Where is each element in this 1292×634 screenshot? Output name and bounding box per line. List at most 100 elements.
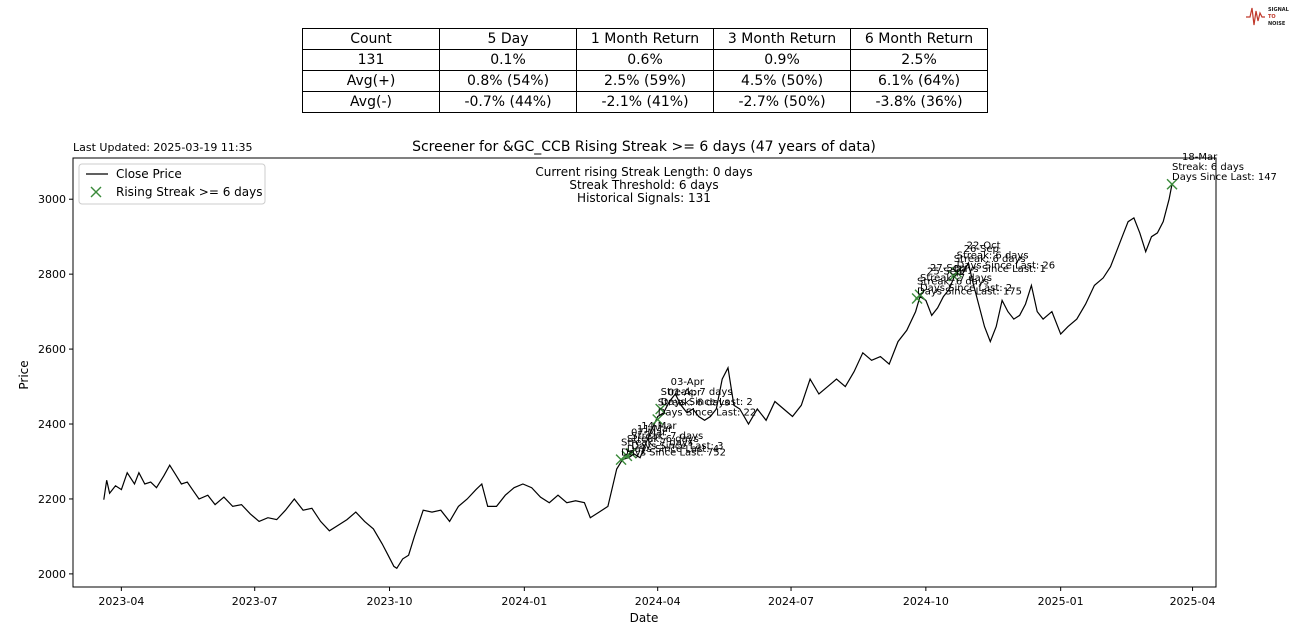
annotation-line: 26-Sep (964, 244, 999, 255)
signal-marker (652, 414, 664, 426)
info-line: Current rising Streak Length: 0 days (535, 165, 752, 179)
stats-cell: -3.8% (36%) (850, 91, 988, 113)
legend-marker-swatch (90, 186, 102, 198)
signal-marker-stroke (625, 447, 637, 459)
close-price-line (103, 184, 1173, 570)
annotation-line: 27-Sep (930, 263, 965, 274)
legend: Close Price Rising Streak >= 6 days (78, 163, 266, 205)
annotation-line: Streak: 6 days (957, 250, 1029, 261)
annotation-line: Days Since Last: 4 (627, 444, 719, 455)
y-axis: 2000 2200 2400 2600 2800 3000 (38, 193, 73, 581)
annotation-line: Days Since Last: 2 (661, 397, 753, 408)
y-axis-label: Price (17, 360, 31, 389)
y-tick-label: 2600 (38, 343, 66, 356)
annotation-line: Streak: 6 days (627, 434, 699, 445)
y-tick-label: 2200 (38, 493, 66, 506)
annotation-line: Days Since Last: 752 (621, 448, 726, 459)
stats-row: Avg(+) 0.8% (54%) 2.5% (59%) 4.5% (50%) 6.1%… (302, 70, 988, 92)
annotation-line: 14-Mar (641, 421, 677, 432)
svg-text:SIGNAL: SIGNAL (1268, 7, 1290, 13)
x-tick-label: 2024-07 (768, 595, 814, 608)
stats-table: Count 5 Day 1 Month Return 3 Month Return 6 … (302, 28, 988, 113)
stats-cell: -2.1% (41%) (576, 91, 714, 113)
x-tick-label: 2025-04 (1170, 595, 1216, 608)
y-tick-label: 2400 (38, 418, 66, 431)
signal-marker (615, 454, 627, 466)
annotation-line: 25-Sep (927, 267, 962, 278)
annotation-line: Streak: 7 days (631, 431, 703, 442)
info-line: Streak Threshold: 6 days (569, 178, 718, 192)
annotation-line: Streak: 7 days (621, 438, 693, 449)
legend-box (78, 163, 266, 205)
legend-entry-rising-streak: Rising Streak >= 6 days (116, 185, 262, 199)
stats-cell: 6.1% (64%) (850, 70, 988, 92)
signal-marker-stroke (652, 414, 664, 426)
signal-marker (1166, 178, 1178, 190)
annotation-line: Days Since Last: 3 (631, 441, 723, 452)
annotation-line: Days Since Last: 175 (917, 287, 1022, 298)
stats-cell: -0.7% (44%) (439, 91, 577, 113)
annotation-line: Days Since Last: 147 (1172, 172, 1277, 183)
x-tick-label: 2024-01 (501, 595, 547, 608)
annotation-line: Days Since Last: 2 (920, 283, 1012, 294)
x-tick-label: 2023-10 (367, 595, 413, 608)
annotation-line: Days Since Last: 22 (658, 408, 757, 419)
chart-title: Screener for &GC_CCB Rising Streak >= 6 … (412, 139, 876, 155)
info-box: Current rising Streak Length: 0 daysStre… (535, 165, 752, 205)
annotation-line: 22-Oct (967, 240, 1001, 251)
signal-marker-stroke (655, 403, 667, 415)
annotation-line: 18-Mar (1182, 152, 1218, 163)
signal-marker (625, 447, 637, 459)
svg-text:NOISE: NOISE (1268, 21, 1286, 27)
x-tick-label: 2024-10 (903, 595, 949, 608)
stats-header-cell: 6 Month Return (850, 28, 988, 50)
y-tick-label: 2000 (38, 568, 66, 581)
stats-row: Avg(-) -0.7% (44%) -2.1% (41%) -2.7% (50%) -… (302, 91, 988, 113)
x-axis-label: Date (630, 611, 659, 625)
signal-marker-stroke (615, 454, 627, 466)
annotation-line: 11-Mar (637, 424, 673, 435)
svg-text:TO: TO (1268, 14, 1276, 20)
stats-cell: Avg(-) (302, 91, 440, 113)
x-tick-label: 2024-04 (635, 595, 681, 608)
signal-marker (951, 266, 963, 278)
annotation-line: 03-Apr (671, 377, 705, 388)
annotation-line: 07-Mar (631, 428, 667, 439)
annotation-line: Streak: 6 days (954, 254, 1026, 265)
annotation-line: Streak: 6 days (1172, 162, 1244, 173)
series-layer (103, 178, 1178, 570)
stats-cell: -2.7% (50%) (713, 91, 851, 113)
annotation-line: Days Since Last: 1 (954, 264, 1046, 275)
plot-frame (72, 157, 1217, 588)
x-tick-label: 2025-01 (1038, 595, 1084, 608)
signal-marker-stroke (1166, 178, 1178, 190)
annotation-line: Streak: 7 days (920, 273, 992, 284)
signal-marker (655, 403, 667, 415)
signal-to-noise-logo: SIGNAL TO NOISE (1246, 7, 1290, 27)
stats-table-body: Count 5 Day 1 Month Return 3 Month Return 6 … (302, 28, 988, 113)
y-tick-label: 2800 (38, 268, 66, 281)
annotation-line: Days Since Last: 26 (957, 260, 1056, 271)
stats-cell: 4.5% (50%) (713, 70, 851, 92)
stats-cell: 2.5% (59%) (576, 70, 714, 92)
last-updated-label: Last Updated: 2025-03-19 11:35 (73, 141, 253, 154)
x-axis: 2023-04 2023-07 2023-10 2024-01 2024-04 2024-… (98, 587, 1216, 608)
annotation-line: Streak: 7 days (661, 387, 733, 398)
signal-marker-stroke (914, 289, 926, 301)
signal-marker (914, 289, 926, 301)
annotation-line: 01-Apr (668, 388, 702, 399)
annotation-line: Streak: 6 days (917, 277, 989, 288)
x-tick-label: 2023-07 (232, 595, 278, 608)
y-tick-label: 3000 (38, 193, 66, 206)
